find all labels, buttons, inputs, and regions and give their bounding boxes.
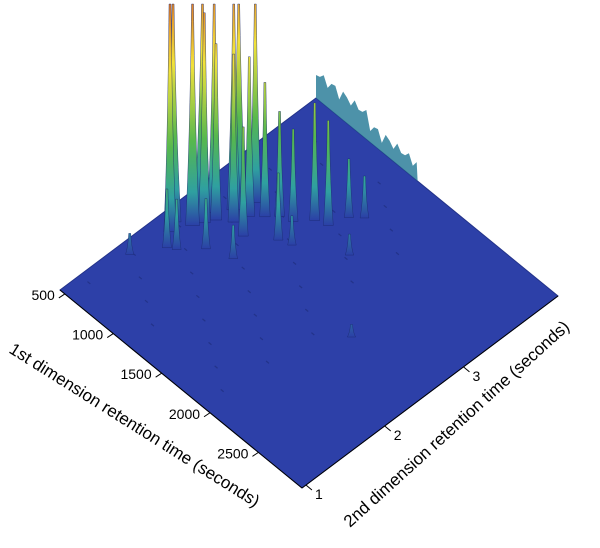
peak-23 xyxy=(359,175,370,219)
peak-9 xyxy=(163,3,177,232)
peak-24 xyxy=(273,172,284,241)
x-tick-label-1500: 1500 xyxy=(120,366,151,382)
back-ridge xyxy=(316,75,418,182)
peak-22 xyxy=(323,120,334,226)
peak-7 xyxy=(185,3,200,226)
peak-19 xyxy=(309,102,321,221)
surface-texture xyxy=(87,139,400,393)
peak-8 xyxy=(210,43,222,221)
y-tick-label-2: 2 xyxy=(394,427,402,443)
peak-17 xyxy=(171,198,182,250)
x-tick-1500 xyxy=(155,372,162,378)
peak-20 xyxy=(201,198,211,250)
x-tick-1000 xyxy=(106,333,114,338)
peak-10 xyxy=(243,56,256,217)
y-tick-2 xyxy=(384,425,392,432)
peak-11 xyxy=(227,53,240,223)
peak-14 xyxy=(125,233,135,255)
peak-16 xyxy=(288,128,299,222)
x-tick-label-2500: 2500 xyxy=(217,445,248,461)
peak-26 xyxy=(287,215,297,246)
peak-27 xyxy=(344,233,354,256)
plot-area xyxy=(59,3,559,489)
y-tick-label-3: 3 xyxy=(472,368,480,384)
x-axis-line xyxy=(59,289,303,489)
y-tick-3 xyxy=(463,366,470,373)
peak-18 xyxy=(237,126,249,237)
y-tick-label-1: 1 xyxy=(315,486,323,502)
x-tick-2000 xyxy=(203,412,211,418)
peak-25 xyxy=(228,224,238,259)
y-tick-1 xyxy=(305,484,313,491)
x-tick-label-2000: 2000 xyxy=(169,406,200,422)
peak-21 xyxy=(344,158,354,218)
x-tick-2500 xyxy=(252,451,259,457)
x-tick-label-500: 500 xyxy=(31,287,55,303)
peak-12 xyxy=(259,82,271,217)
peak-6 xyxy=(198,12,211,223)
y-axis-line xyxy=(301,295,559,489)
peak-15 xyxy=(162,188,172,248)
x-tick-label-1000: 1000 xyxy=(72,327,103,343)
x-tick-500 xyxy=(58,293,66,299)
peak-28 xyxy=(347,324,356,338)
